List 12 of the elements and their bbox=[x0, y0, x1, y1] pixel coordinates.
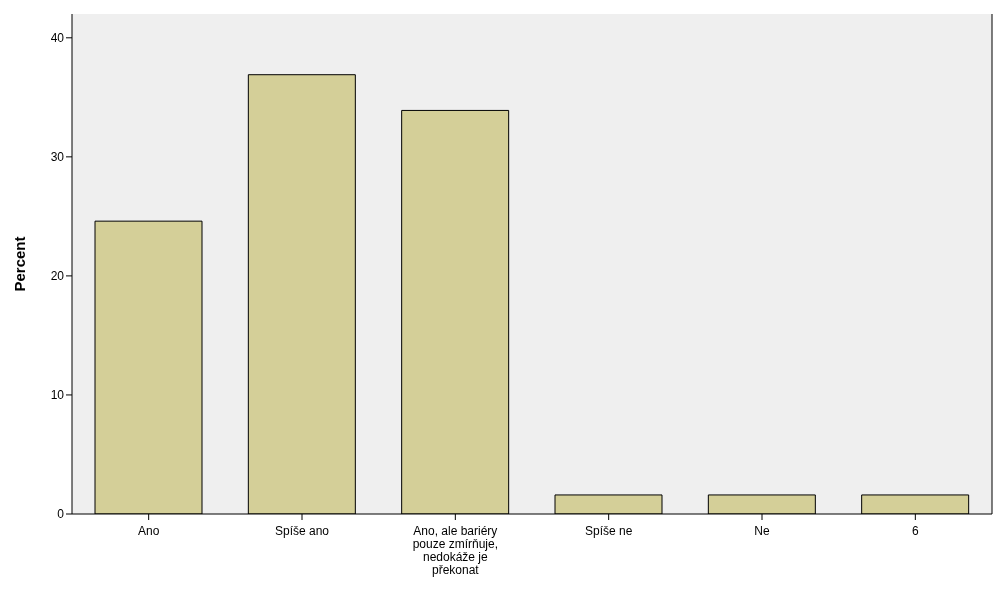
y-tick-label: 0 bbox=[57, 507, 65, 522]
x-tick-label: Spíše ano bbox=[274, 523, 330, 538]
y-tick-label: 10 bbox=[50, 388, 65, 403]
x-tick-label: Ano, ale bariéry pouze zmírňuje, nedokáže je překonat bbox=[412, 523, 499, 577]
y-axis-title: Percent bbox=[11, 236, 29, 292]
x-tick-label: Ne bbox=[754, 523, 770, 538]
y-tick-label: 30 bbox=[50, 150, 65, 165]
y-tick-label: 20 bbox=[50, 269, 65, 284]
x-tick-label: Spíše ne bbox=[584, 523, 633, 538]
x-tick-label: 6 bbox=[911, 523, 919, 538]
x-tick-label: Ano bbox=[137, 523, 160, 538]
y-tick-label: 40 bbox=[50, 31, 65, 46]
